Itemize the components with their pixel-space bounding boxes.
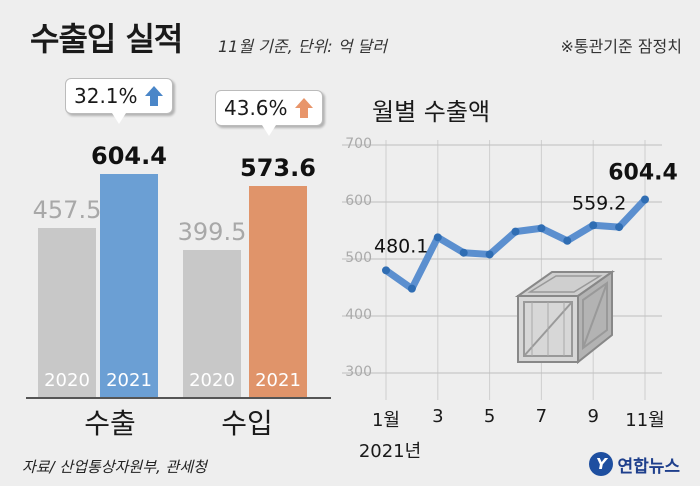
growth-bubble-import: 43.6% — [215, 90, 323, 136]
bar-import-2020 — [183, 249, 241, 397]
data-point — [433, 233, 442, 242]
data-point — [485, 250, 494, 259]
y-tick-label: 500 — [345, 250, 372, 266]
bar-import-2021 — [249, 185, 307, 397]
line-chart-svg: 480.1 559.2 604.4 — [342, 140, 678, 400]
up-arrow-icon — [144, 86, 163, 106]
bar-year-label: 2021 — [106, 370, 152, 391]
data-point — [407, 284, 416, 293]
data-point — [511, 227, 520, 236]
growth-label-import: 43.6% — [224, 96, 288, 120]
y-tick-label: 400 — [345, 307, 372, 323]
x-tick-label: 9 — [587, 406, 599, 427]
bar-value-label: 399.5 — [177, 217, 247, 246]
bar-value-label: 573.6 — [240, 153, 316, 182]
source-note: 자료/ 산업통상자원부, 관세청 — [22, 458, 207, 476]
x-tick-label: 5 — [483, 406, 496, 427]
point-value-label: 559.2 — [572, 192, 626, 214]
data-point — [382, 266, 390, 275]
up-arrow-shape — [294, 98, 313, 118]
data-point — [589, 221, 598, 230]
category-label-export: 수출 — [84, 407, 136, 440]
data-point — [641, 195, 649, 204]
growth-bubble-export: 32.1% — [65, 78, 173, 124]
yonhap-logo: Y 연합뉴스 — [589, 451, 680, 477]
x-tick-label: 1월 — [371, 410, 400, 431]
unit-subtitle: 11월 기준, 단위: 억 달러 — [218, 37, 387, 56]
x-tick-label: 7 — [535, 406, 548, 427]
crate-icon — [514, 270, 616, 365]
bar-value-label: 604.4 — [91, 142, 167, 171]
up-arrow-shape — [144, 86, 163, 106]
bar-year-label: 2021 — [255, 370, 301, 391]
up-arrow-icon — [294, 98, 313, 118]
category-label-import: 수입 — [221, 407, 273, 440]
data-point — [563, 236, 572, 245]
data-point — [537, 224, 546, 233]
x-tick-label: 11월 — [625, 410, 665, 431]
point-value-label: 604.4 — [608, 160, 678, 185]
bar-year-label: 2020 — [44, 370, 90, 391]
y-tick-label: 700 — [345, 136, 372, 152]
logo-text: 연합뉴스 — [617, 456, 680, 477]
provisional-note: ※통관기준 잠정치 — [560, 37, 682, 56]
line-chart-title: 월별 수출액 — [372, 98, 491, 126]
bar-chart: 457.5 2020 604.4 2021 399.5 2020 573.6 2021 수출 … — [0, 0, 340, 450]
bar-value-label: 457.5 — [32, 196, 102, 225]
y-tick-label: 300 — [345, 364, 372, 380]
x-tick-label: 3 — [432, 406, 444, 427]
page-title: 수출입 실적 — [30, 20, 183, 58]
bar-export-2021 — [100, 174, 158, 397]
y-tick-label: 600 — [345, 193, 372, 209]
bar-export-2020 — [38, 228, 96, 397]
point-value-label: 480.1 — [374, 235, 428, 257]
data-point — [615, 223, 624, 232]
bar-baseline — [26, 397, 331, 399]
line-chart: 480.1 559.2 604.4 2021년 300 400 500 600 700 1월 3… — [342, 136, 678, 462]
bar-year-label: 2020 — [189, 370, 235, 391]
data-point — [459, 248, 468, 257]
x-axis-sublabel: 2021년 — [358, 441, 422, 462]
logo-mark-icon: Y — [589, 452, 614, 476]
growth-label-export: 32.1% — [74, 84, 138, 108]
